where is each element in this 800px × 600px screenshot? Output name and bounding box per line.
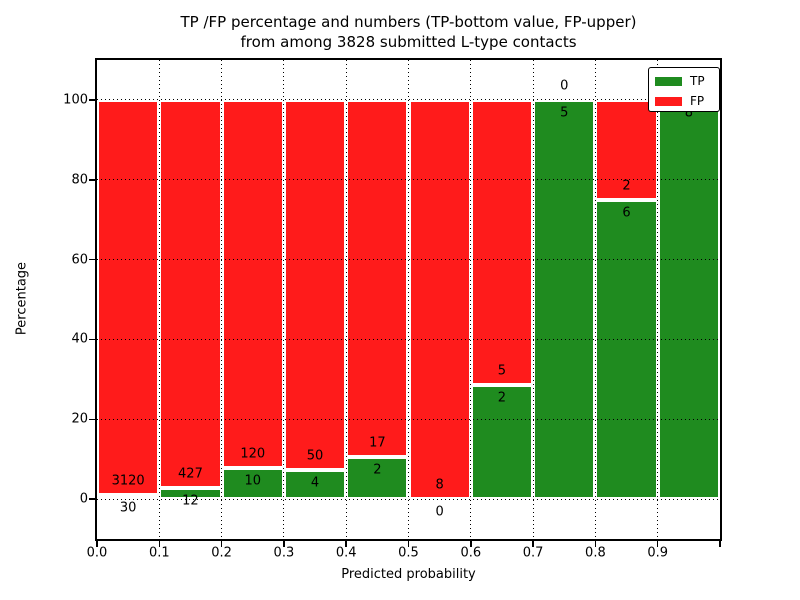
x-gridline xyxy=(470,60,472,539)
legend: TP FP xyxy=(648,67,720,112)
fp-count-label: 120 xyxy=(240,446,266,462)
legend-entry-fp: FP xyxy=(655,91,719,111)
x-tick-label: 0.7 xyxy=(522,545,544,561)
tp-count-label: 5 xyxy=(560,105,569,121)
bar-fp-segment xyxy=(408,99,471,500)
x-gridline xyxy=(158,60,160,539)
x-gridline xyxy=(283,60,285,539)
bar-tp-segment xyxy=(221,468,284,500)
fp-count-label: 0 xyxy=(560,78,569,94)
y-gridline xyxy=(97,338,720,340)
y-tick-mark xyxy=(89,498,95,500)
x-tick-label: 0.1 xyxy=(148,545,170,561)
bar-tp-segment xyxy=(346,457,409,500)
x-tick-label: 0.3 xyxy=(273,545,295,561)
y-tick-mark xyxy=(89,338,95,341)
x-tick-label: 0.6 xyxy=(460,545,482,561)
chart-title-line2: from among 3828 submitted L-type contact… xyxy=(240,33,577,51)
bar-fp-segment xyxy=(346,99,409,458)
bar-tp-segment xyxy=(657,99,720,500)
x-tick-mark xyxy=(594,541,597,547)
bar-fp-segment xyxy=(283,99,347,470)
x-tick-mark xyxy=(532,541,534,547)
x-axis-label: Predicted probability xyxy=(341,567,476,582)
fp-count-label: 8 xyxy=(435,477,444,493)
x-tick-mark xyxy=(283,541,285,547)
x-gridline xyxy=(594,60,596,539)
fp-count-label: 2 xyxy=(622,178,631,194)
y-tick-mark xyxy=(89,99,95,101)
x-tick-mark xyxy=(719,541,721,547)
tp-count-label: 0 xyxy=(435,504,444,520)
bar-fp-segment xyxy=(159,99,222,489)
x-gridline xyxy=(657,60,659,539)
x-tick-label: 0.4 xyxy=(335,545,357,561)
y-tick-label: 60 xyxy=(71,252,88,268)
tp-count-label: 2 xyxy=(497,390,507,406)
fp-count-label: 427 xyxy=(178,466,203,482)
bar-tp-segment xyxy=(159,488,222,500)
tp-count-label: 4 xyxy=(310,475,320,490)
x-tick-mark xyxy=(220,541,223,547)
x-tick-mark xyxy=(407,541,410,547)
chart-title: TP /FP percentage and numbers (TP-bottom… xyxy=(97,12,720,52)
y-tick-mark xyxy=(89,418,95,420)
tp-color-swatch-icon xyxy=(655,76,682,86)
x-tick-label: 0.9 xyxy=(647,545,669,561)
x-tick-mark xyxy=(158,541,161,547)
fp-color-swatch-icon xyxy=(655,96,682,106)
y-gridline xyxy=(97,99,720,101)
legend-entry-tp: TP xyxy=(655,71,719,91)
fp-count-label: 50 xyxy=(306,448,324,463)
x-tick-label: 0.5 xyxy=(398,545,419,561)
x-gridline xyxy=(408,60,409,539)
y-gridline xyxy=(97,259,720,261)
tp-count-label: 8 xyxy=(684,105,693,121)
y-tick-label: 80 xyxy=(71,172,88,188)
legend-label-fp: FP xyxy=(690,94,705,108)
x-tick-mark xyxy=(345,541,347,547)
y-gridline xyxy=(97,418,720,420)
bar-tp-segment xyxy=(283,469,347,500)
x-tick-mark xyxy=(470,541,472,547)
x-tick-label: 0.8 xyxy=(585,545,606,561)
tp-count-label: 12 xyxy=(182,493,199,509)
chart-title-line1: TP /FP percentage and numbers (TP-bottom… xyxy=(180,13,637,31)
x-gridline xyxy=(221,60,223,539)
bar-fp-segment xyxy=(470,99,534,386)
x-tick-mark xyxy=(656,541,659,547)
tp-count-label: 6 xyxy=(622,205,631,221)
bar-fp-segment xyxy=(97,99,160,496)
y-tick-label: 20 xyxy=(71,411,88,427)
y-tick-label: 0 xyxy=(79,491,88,507)
plot-area: 31203042712120105041728052052608 TP FP xyxy=(95,58,722,541)
fp-count-label: 3120 xyxy=(111,473,145,489)
fp-count-label: 17 xyxy=(369,435,386,451)
x-tick-label: 0.2 xyxy=(211,545,232,561)
y-tick-mark xyxy=(89,258,95,261)
y-tick-label: 40 xyxy=(71,331,88,347)
x-tick-mark xyxy=(96,541,98,547)
bar-tp-segment xyxy=(97,495,160,500)
fp-count-label: 5 xyxy=(497,363,507,379)
y-tick-label: 100 xyxy=(63,92,88,108)
tp-count-label: 10 xyxy=(244,473,262,489)
bar-fp-segment xyxy=(595,99,658,200)
bar-tp-segment xyxy=(470,385,534,500)
x-tick-label: 0.0 xyxy=(86,545,108,561)
x-gridline xyxy=(345,60,347,539)
tp-count-label: 30 xyxy=(119,500,137,516)
y-gridline xyxy=(97,498,720,500)
y-axis-label: Percentage xyxy=(14,261,30,336)
y-gridline xyxy=(97,179,720,181)
y-tick-mark xyxy=(89,179,95,181)
legend-label-tp: TP xyxy=(690,74,705,88)
bar-tp-segment xyxy=(533,99,596,500)
bar-fp-segment xyxy=(221,99,284,469)
tp-count-label: 2 xyxy=(373,462,382,478)
x-gridline xyxy=(532,60,534,539)
bar-tp-segment xyxy=(595,199,658,500)
